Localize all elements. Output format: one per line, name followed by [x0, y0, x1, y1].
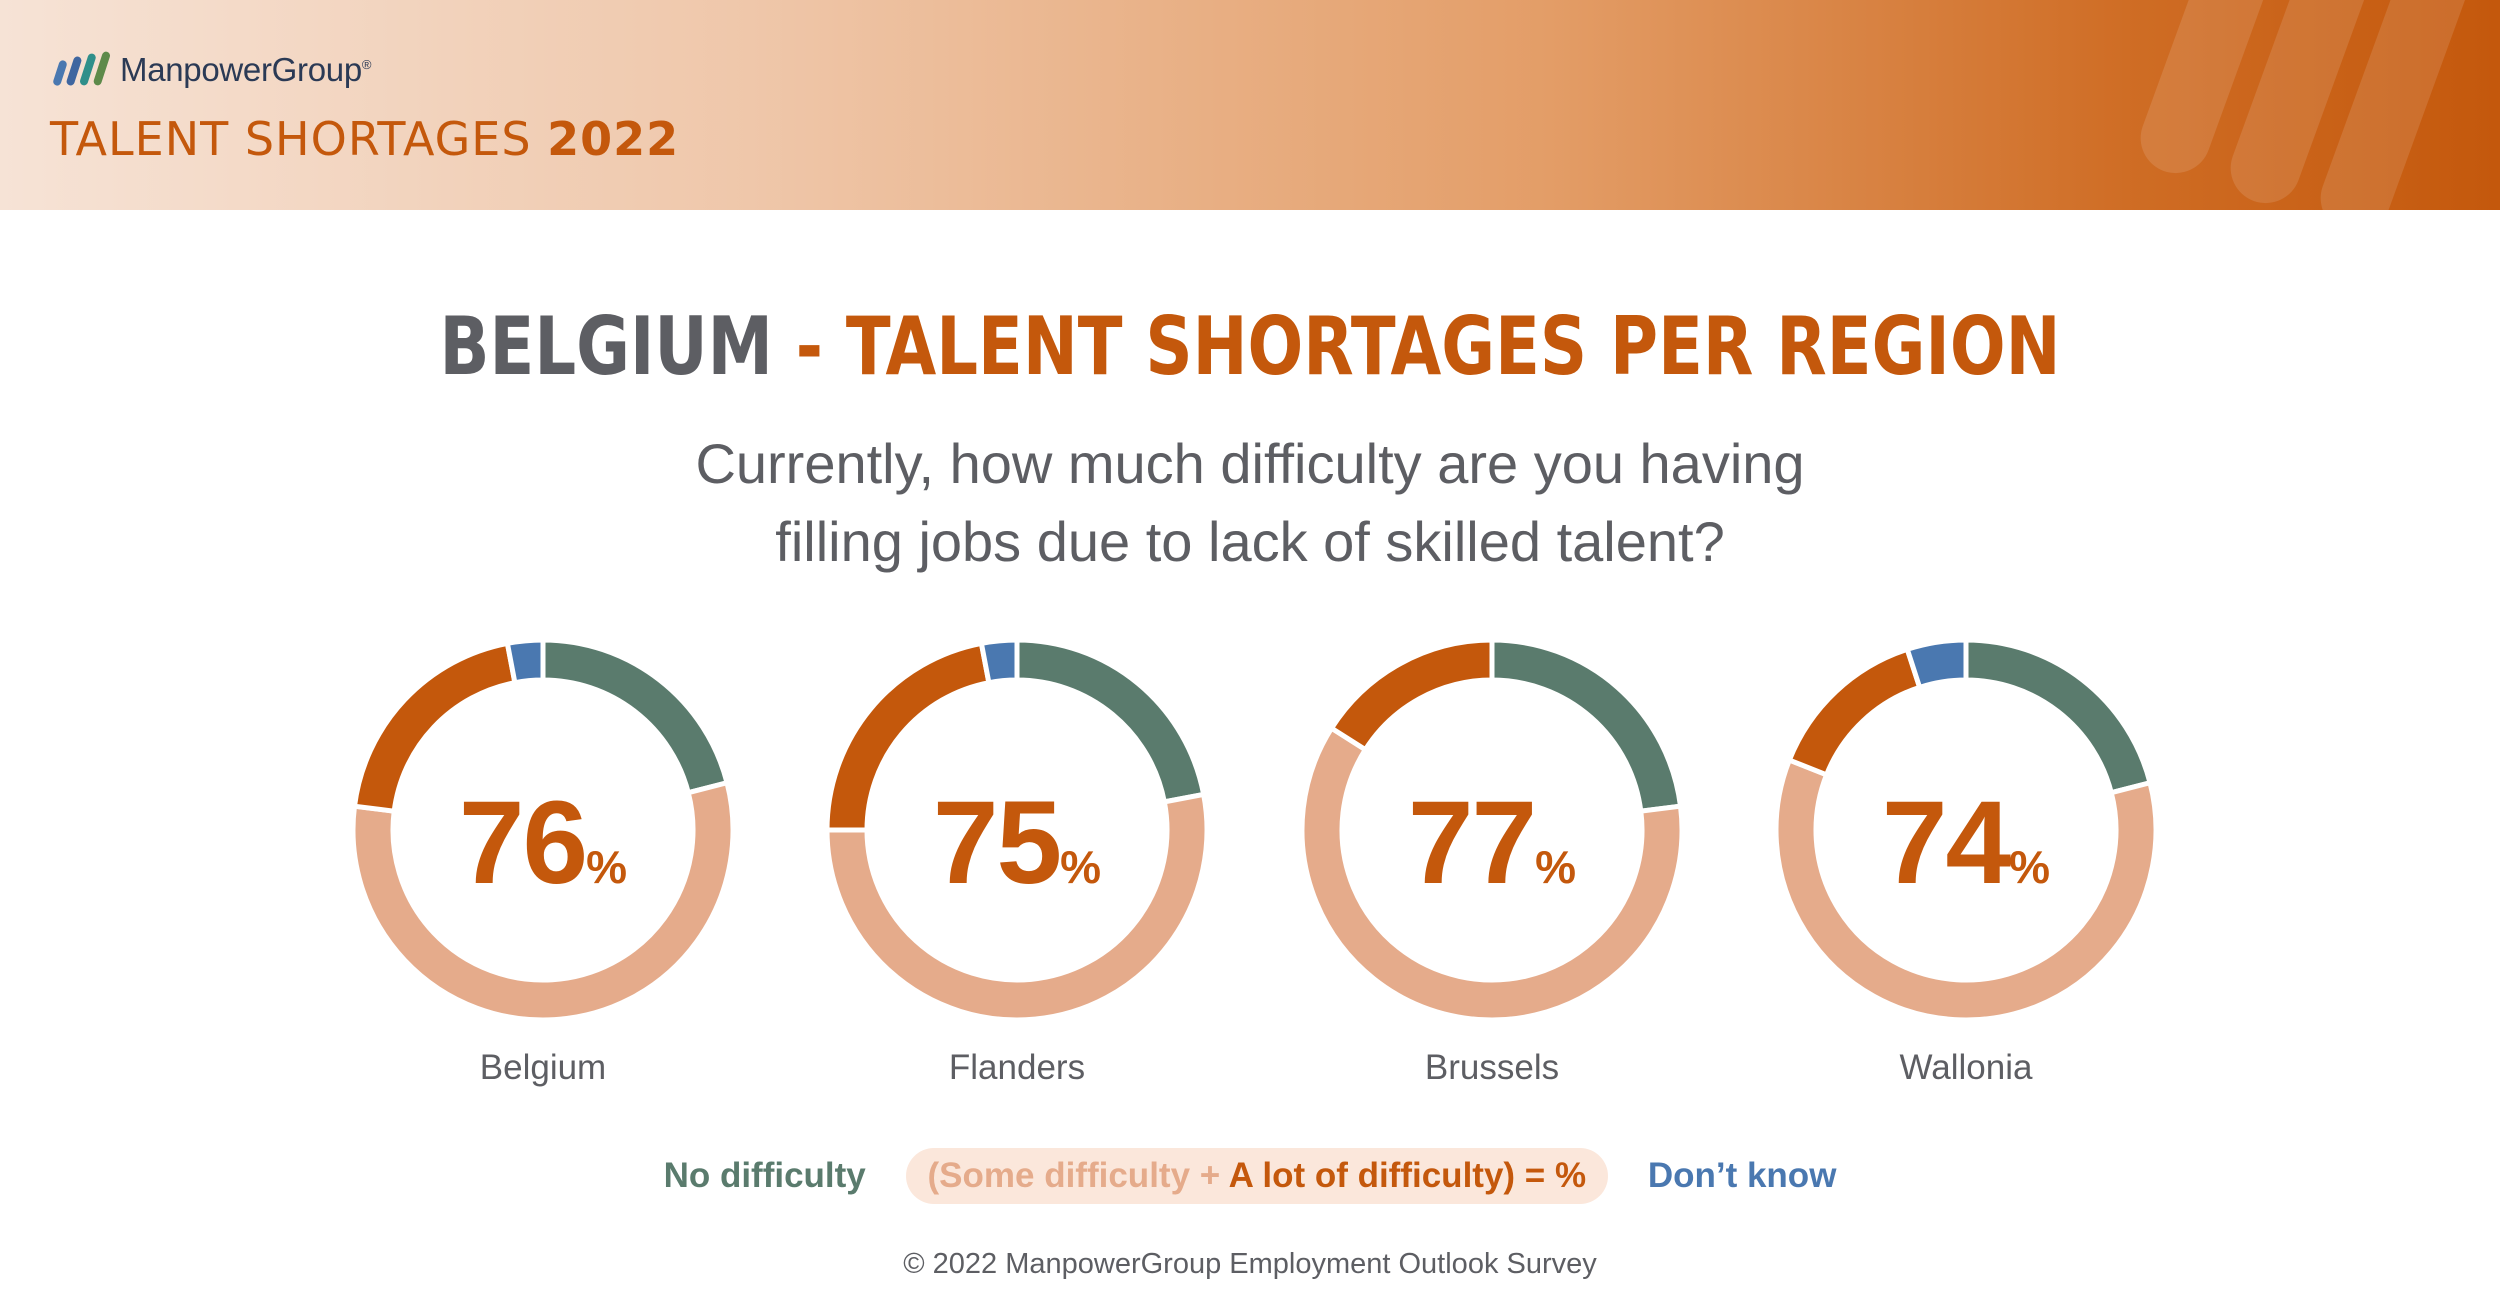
donut-graphic [1299, 637, 1685, 1023]
survey-question: Currently, how much difficulty are you h… [0, 425, 2500, 581]
donut-charts: 76% Belgium 75% Flanders 77% Brussels 74… [0, 630, 2500, 1110]
donut-segment-some-difficulty [350, 779, 736, 1023]
region-label: Wallonia [1899, 1048, 2033, 1087]
percent-sign: % [2009, 841, 2051, 893]
total-percentage: 77% [1292, 775, 1692, 911]
manpowergroup-logo: ManpowerGroup® [52, 50, 371, 90]
logo-text: ManpowerGroup® [120, 51, 372, 88]
region-label: Flanders [948, 1048, 1086, 1087]
donut-graphic [350, 637, 736, 1023]
donut-segment-no-difficulty [1963, 637, 2154, 796]
legend-equals-percent: ) = % [1503, 1156, 1587, 1195]
percentage-value: 77 [1407, 777, 1537, 909]
chart-legend: No difficulty (Some difficulty + A lot o… [0, 1148, 2500, 1204]
donut-segment-a-lot-of-difficulty [1328, 637, 1495, 754]
donut-graphic [824, 637, 1210, 1023]
page-title: BELGIUM - TALENT SHORTAGES PER REGION [225, 300, 2275, 393]
donut-segment-dont-know [504, 637, 546, 686]
percent-sign: % [586, 841, 628, 893]
donut-segment-some-difficulty [1299, 724, 1685, 1023]
total-percentage: 75% [817, 775, 1217, 911]
region-label: Belgium [479, 1048, 607, 1087]
region-label: Brussels [1424, 1048, 1560, 1087]
donut-brussels: 77% Brussels [1292, 630, 1692, 1100]
banner-title: TALENT SHORTAGES 2022 [50, 112, 679, 166]
question-line-2: filling jobs due to lack of skilled tale… [775, 510, 1725, 573]
donut-segment-some-difficulty [1773, 756, 2159, 1023]
donut-graphic [1773, 637, 2159, 1023]
legend-plus: + [1190, 1156, 1229, 1195]
percentage-value: 76 [458, 777, 588, 909]
total-percentage: 74% [1766, 775, 2166, 911]
donut-belgium: 76% Belgium [343, 630, 743, 1100]
question-line-1: Currently, how much difficulty are you h… [695, 432, 1805, 495]
percent-sign: % [1060, 841, 1102, 893]
legend-dont-know: Don’t know [1647, 1156, 1837, 1195]
banner-title-text: TALENT SHORTAGES [50, 112, 548, 166]
donut-segment-dont-know [978, 637, 1020, 686]
title-separator: - [772, 300, 846, 393]
manpowergroup-logo-icon [53, 51, 111, 86]
percent-sign: % [1535, 841, 1577, 893]
banner-title-year: 2022 [547, 112, 680, 166]
percentage-value: 75 [932, 777, 1062, 909]
header-banner: ManpowerGroup® TALENT SHORTAGES 2022 [0, 0, 2500, 210]
donut-flanders: 75% Flanders [817, 630, 1217, 1100]
donut-segment-some-difficulty [824, 791, 1210, 1023]
percentage-value: 74 [1881, 777, 2011, 909]
total-percentage: 76% [343, 775, 743, 911]
legend-difficulty-pill: (Some difficulty + A lot of difficulty) … [905, 1148, 1609, 1204]
legend-no-difficulty: No difficulty [663, 1156, 866, 1195]
donut-segment-dont-know [1904, 637, 1969, 691]
registered-mark: ® [361, 57, 372, 72]
legend-a-lot-of-difficulty: A lot of difficulty [1228, 1156, 1504, 1195]
donut-segment-a-lot-of-difficulty [1786, 646, 1923, 779]
title-topic: TALENT SHORTAGES PER REGION [845, 300, 2061, 393]
donut-wallonia: 74% Wallonia [1766, 630, 2166, 1100]
donut-segment-no-difficulty [540, 637, 731, 796]
legend-some-difficulty: (Some difficulty [927, 1156, 1191, 1195]
footer-copyright: © 2022 ManpowerGroup Employment Outlook … [903, 1248, 1597, 1280]
title-country: BELGIUM [439, 300, 773, 393]
